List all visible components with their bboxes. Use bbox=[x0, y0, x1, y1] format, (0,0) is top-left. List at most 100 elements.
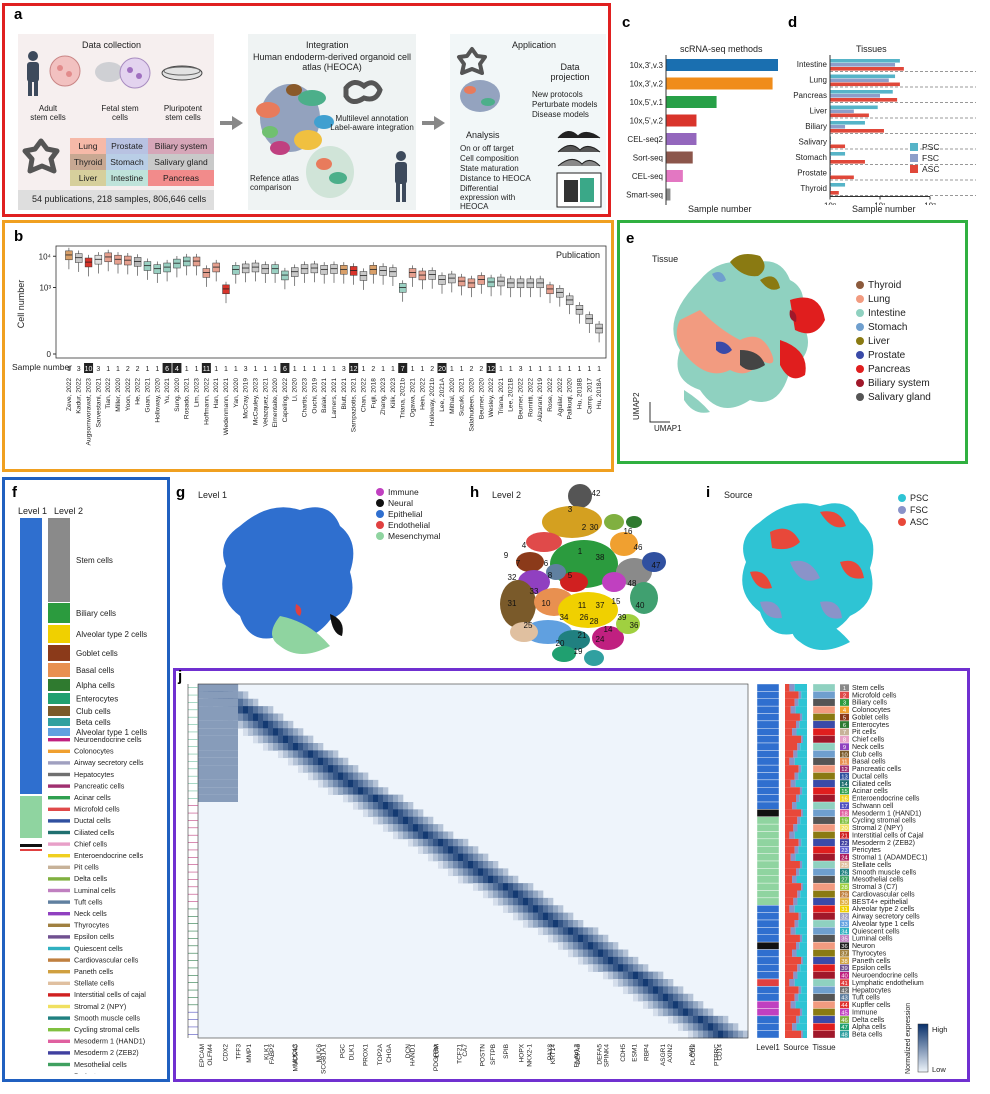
chart-d-bar bbox=[830, 152, 846, 156]
heatmap-cell bbox=[268, 713, 274, 722]
tissue-cell bbox=[812, 1008, 836, 1017]
heatmap-cell bbox=[508, 883, 514, 891]
source-cell bbox=[801, 956, 803, 965]
source-cell bbox=[785, 1008, 800, 1016]
chart-f-block bbox=[48, 1062, 70, 1067]
heatmap-cell bbox=[473, 868, 479, 877]
chart-d-bar bbox=[830, 74, 896, 79]
chart-d-bar bbox=[830, 129, 884, 133]
umap-h-cluster-label: 42 bbox=[592, 489, 601, 498]
source-cell bbox=[801, 1030, 803, 1038]
celltype-swatch bbox=[840, 927, 849, 935]
chart-b-sample-number: 1 bbox=[185, 366, 189, 373]
heatmap-cell bbox=[438, 846, 444, 854]
chart-b-sample-number: 4 bbox=[175, 366, 179, 373]
chart-b-category-label: Suzuki, 2021 bbox=[459, 378, 466, 416]
heatmap-cell bbox=[633, 964, 639, 972]
legend-g-immune: Immune bbox=[376, 486, 440, 497]
source-cell bbox=[799, 794, 807, 802]
level1-cell bbox=[756, 698, 780, 707]
heatmap-cell bbox=[588, 934, 594, 943]
heatmap-cell bbox=[698, 1015, 704, 1024]
chart-b-category-label: He, 2022 bbox=[135, 378, 142, 405]
source-cell bbox=[785, 720, 796, 729]
heatmap-cell bbox=[558, 905, 564, 913]
heatmap-cell bbox=[383, 802, 389, 810]
tissue-cell bbox=[812, 764, 836, 773]
chart-b-sample-number: 1 bbox=[332, 366, 336, 373]
chart-b-category-label: Lee, 2021B bbox=[508, 377, 515, 411]
heatmap-cell bbox=[253, 735, 259, 744]
heatmap-gene-label: MMP1 bbox=[246, 1044, 253, 1063]
celltype-number: 37 bbox=[841, 951, 847, 957]
celltype-number: 38 bbox=[841, 959, 847, 965]
tissue-cell bbox=[812, 905, 836, 913]
heatmap-cell bbox=[428, 824, 434, 832]
chart-b-sample-number: 12 bbox=[487, 366, 495, 373]
heatmap-cell bbox=[373, 779, 379, 788]
heatmap-cell bbox=[423, 838, 429, 847]
source-cell bbox=[785, 802, 793, 810]
chart-c-xlabel: Sample number bbox=[688, 204, 752, 214]
tissue-cell bbox=[812, 683, 836, 692]
heatmap-cell bbox=[328, 757, 334, 766]
celltype-number: 34 bbox=[841, 929, 848, 935]
chart-b-sample-bg bbox=[349, 363, 359, 373]
chart-c-title: scRNA-seq methods bbox=[680, 44, 763, 54]
chart-d-svg: Intestine Lung Pancreas Liver Biliary Salivar… bbox=[793, 55, 976, 205]
tissue-cell bbox=[812, 993, 836, 1002]
tissue-cell bbox=[812, 779, 836, 788]
heatmap-cell bbox=[293, 750, 299, 759]
heatmap-cell bbox=[413, 816, 419, 825]
source-cell bbox=[785, 875, 793, 884]
chart-b-category-label: Hein, 2022 bbox=[419, 378, 426, 410]
heatmap-cell bbox=[588, 949, 594, 958]
chart-b-category-label: Triana, 2021b bbox=[400, 378, 407, 419]
heatmap-gene-label: CDH5 bbox=[620, 1044, 627, 1062]
tissue-thyroid: Thyroid bbox=[70, 154, 106, 170]
source-cell bbox=[802, 861, 807, 869]
chart-c-bar bbox=[666, 170, 683, 182]
chart-d-label: Pancreas bbox=[793, 91, 827, 100]
celltype-swatch bbox=[840, 780, 849, 787]
heatmap-cell bbox=[308, 772, 314, 781]
umap-h-cluster bbox=[610, 532, 638, 556]
heatmap-gene-label: MUC5AC bbox=[293, 1044, 300, 1072]
heatmap-cell bbox=[483, 890, 489, 899]
heatmap-cell bbox=[293, 757, 299, 766]
heatmap-cell bbox=[478, 875, 484, 884]
umap-e-axis-x: UMAP1 bbox=[654, 424, 682, 433]
heatmap-gene-label: HOPX bbox=[518, 1043, 525, 1062]
heatmap-cell bbox=[518, 883, 524, 891]
heatmap-cell bbox=[728, 1023, 734, 1031]
celltype-label: Pancreatic cells bbox=[852, 766, 902, 773]
heatmap-cell bbox=[598, 956, 604, 965]
celltype-swatch bbox=[840, 684, 849, 692]
umap-h-cluster bbox=[642, 552, 666, 572]
celltype-number: 47 bbox=[841, 1025, 847, 1031]
heatmap-cell bbox=[523, 912, 529, 921]
chart-b-category-label: Sung, 2020 bbox=[174, 378, 181, 412]
heatmap-cell bbox=[563, 927, 569, 936]
legend-g-mesenchymal: Mesenchymal bbox=[376, 530, 440, 541]
celltype-swatch bbox=[840, 846, 849, 854]
umap-h-cluster-label: 25 bbox=[524, 621, 533, 630]
heatmap-cell bbox=[568, 934, 574, 943]
chart-d-label: Thyroid bbox=[800, 184, 827, 193]
heatmap-cell bbox=[673, 1015, 679, 1024]
heatmap-cell bbox=[348, 765, 354, 773]
celltype-label: Pericytes bbox=[852, 847, 881, 854]
heatmap-cell bbox=[428, 853, 434, 862]
source-cell bbox=[799, 713, 803, 721]
umap-h-cluster-label: 28 bbox=[590, 617, 599, 626]
heatmap-cell bbox=[388, 794, 394, 803]
heatmap-cell bbox=[678, 1001, 684, 1009]
source-cell bbox=[785, 713, 800, 721]
tissue-cell bbox=[812, 927, 836, 935]
heatmap-cell bbox=[523, 920, 529, 928]
chart-c-bar bbox=[666, 96, 717, 108]
panel-g-title: Level 1 bbox=[198, 490, 228, 500]
tissue-cell bbox=[812, 986, 836, 994]
source-cell bbox=[802, 713, 807, 721]
heatmap-cell bbox=[373, 809, 379, 818]
